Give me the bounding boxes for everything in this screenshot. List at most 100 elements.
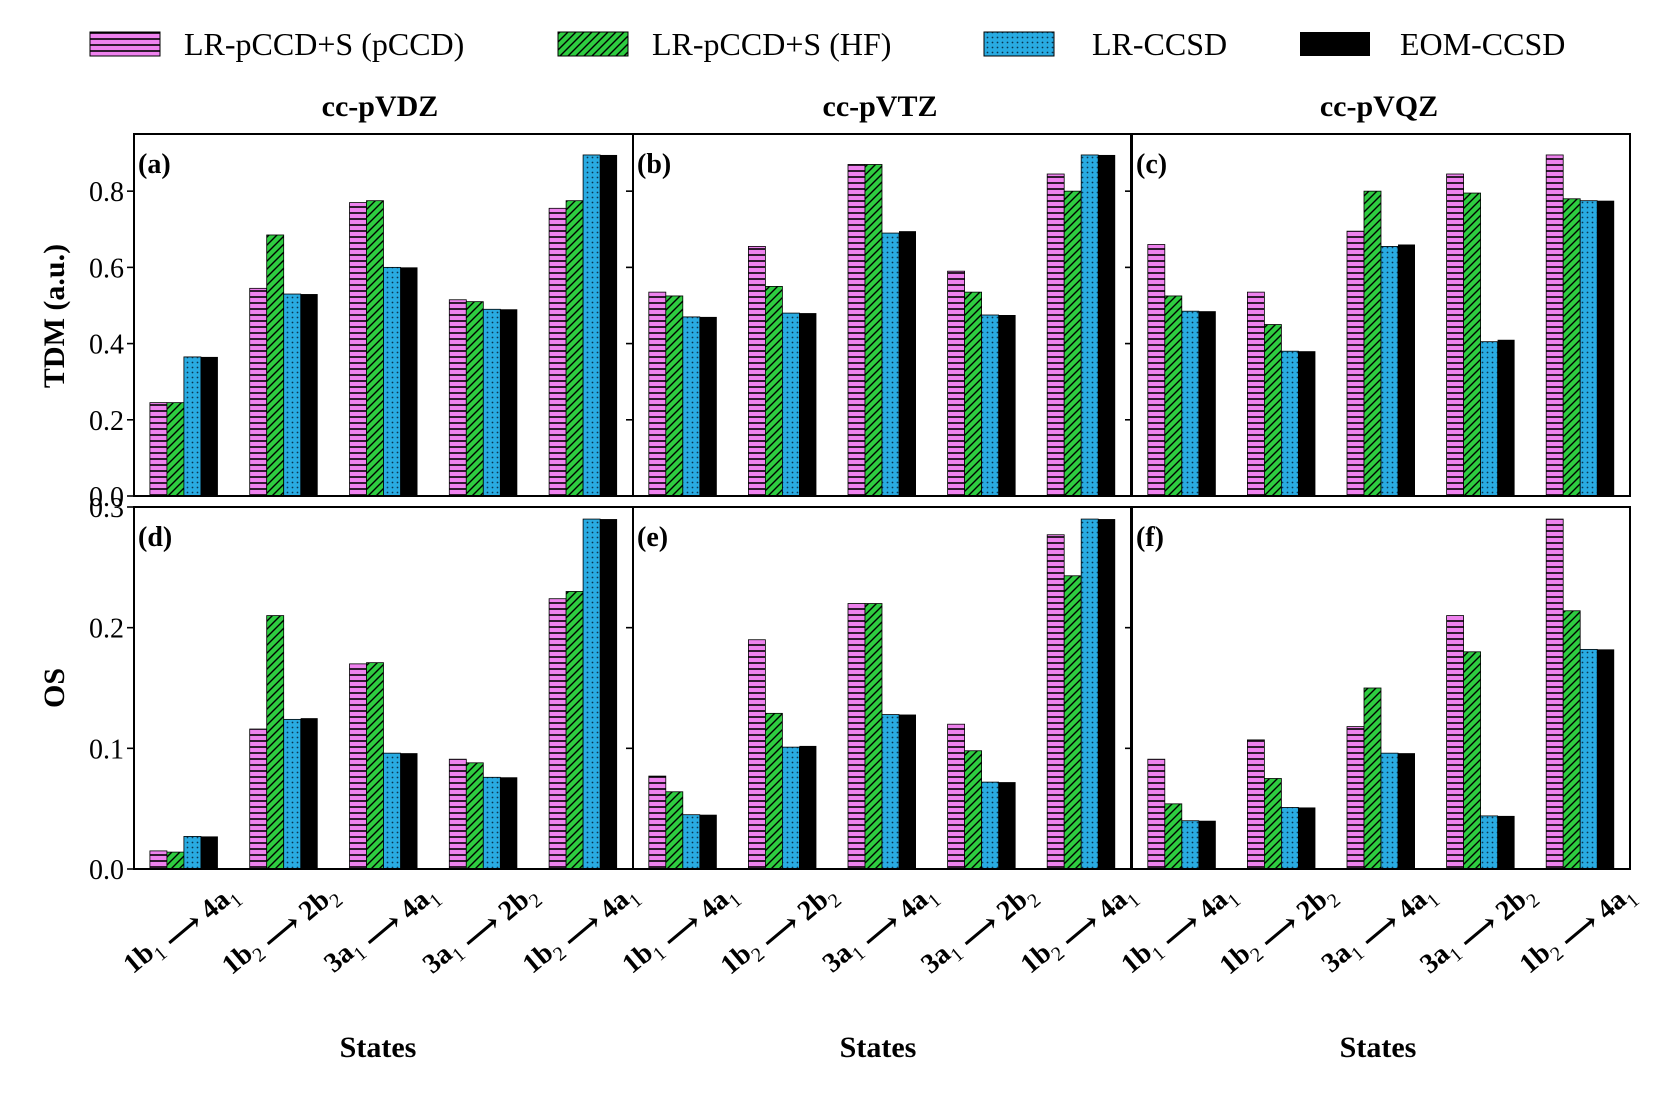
bar-hf-5 bbox=[1063, 190, 1082, 497]
bar-lrccsd-3 bbox=[383, 266, 401, 497]
bar-hf-5 bbox=[565, 591, 584, 870]
bar-lrccsd-2 bbox=[283, 718, 302, 870]
legend-swatch-eomccsd bbox=[1300, 32, 1370, 56]
bar-hf-3 bbox=[864, 603, 883, 870]
bar-pccd-3 bbox=[847, 164, 866, 497]
legend-swatch-hf bbox=[557, 31, 629, 57]
bar-lrccsd-4 bbox=[981, 781, 999, 870]
legend-swatch-pccd bbox=[89, 31, 161, 57]
bar-hf-3 bbox=[366, 662, 384, 870]
bar-pccd-1 bbox=[648, 775, 667, 870]
bar-eomccsd-5 bbox=[600, 154, 618, 497]
bar-lrccsd-2 bbox=[1281, 350, 1299, 497]
category-label: 1b2 ⟶ 4a1 bbox=[1015, 872, 1145, 991]
bar-lrccsd-5 bbox=[1080, 154, 1099, 497]
legend-item-hf: LR-pCCD+S (HF) bbox=[557, 26, 891, 62]
bar-lrccsd-1 bbox=[1181, 310, 1200, 497]
column-title-vtz: cc-pVTZ bbox=[823, 90, 938, 123]
ylabel-tdm: TDM (a.u.) bbox=[38, 244, 71, 388]
bar-hf-4 bbox=[964, 291, 982, 497]
bar-eomccsd-1 bbox=[200, 836, 218, 869]
bar-eomccsd-3 bbox=[899, 231, 916, 496]
bar-pccd-4 bbox=[448, 758, 467, 870]
legend-item-pccd: LR-pCCD+S (pCCD) bbox=[89, 26, 464, 62]
axes-frame bbox=[1131, 506, 1631, 870]
bar-lrccsd-4 bbox=[1480, 341, 1498, 497]
bar-pccd-1 bbox=[149, 850, 168, 870]
legend-swatch-lrccsd bbox=[983, 31, 1055, 57]
bar-eomccsd-4 bbox=[1497, 815, 1515, 869]
bar-lrccsd-3 bbox=[1380, 246, 1399, 497]
bar-eomccsd-1 bbox=[699, 814, 717, 869]
bar-hf-4 bbox=[964, 750, 982, 870]
bar-pccd-5 bbox=[1545, 154, 1564, 497]
bar-hf-5 bbox=[565, 200, 584, 497]
category-label: 3a1 ⟶ 2b2 bbox=[417, 872, 547, 991]
bar-pccd-3 bbox=[1346, 726, 1365, 870]
category-label: 1b1 ⟶ 4a1 bbox=[118, 872, 248, 991]
xlabel-states-vdz: States bbox=[340, 1031, 417, 1064]
bar-lrccsd-4 bbox=[1480, 815, 1498, 870]
bar-lrccsd-5 bbox=[1080, 518, 1099, 870]
bar-hf-3 bbox=[864, 164, 883, 497]
bar-pccd-5 bbox=[548, 598, 567, 870]
category-label: 3a1 ⟶ 2b2 bbox=[1414, 872, 1544, 991]
panel-e: (e) bbox=[626, 506, 1132, 870]
column-title-vdz: cc-pVDZ bbox=[322, 90, 439, 123]
legend-item-eomccsd: EOM-CCSD bbox=[1300, 26, 1565, 62]
legend-label-pccd: LR-pCCD+S (pCCD) bbox=[184, 26, 464, 62]
category-label: 3a1 ⟶ 4a1 bbox=[817, 872, 946, 990]
bar-pccd-2 bbox=[249, 287, 268, 497]
bar-pccd-3 bbox=[349, 202, 367, 497]
bar-pccd-4 bbox=[1446, 173, 1464, 497]
bar-lrccsd-1 bbox=[682, 316, 701, 497]
bar-pccd-2 bbox=[1247, 291, 1265, 497]
legend-item-lrccsd: LR-CCSD bbox=[983, 26, 1227, 62]
y-tick-label: 0.8 bbox=[89, 177, 124, 208]
category-label: 3a1 ⟶ 4a1 bbox=[1316, 872, 1445, 990]
bar-hf-2 bbox=[266, 615, 285, 870]
bar-lrccsd-3 bbox=[383, 752, 401, 870]
panel-tag: (d) bbox=[138, 522, 172, 553]
legend-label-lrccsd: LR-CCSD bbox=[1092, 26, 1227, 62]
bar-eomccsd-5 bbox=[1098, 519, 1116, 869]
bar-hf-5 bbox=[1562, 198, 1581, 497]
legend-label-hf: LR-pCCD+S (HF) bbox=[652, 26, 891, 62]
bar-pccd-4 bbox=[947, 723, 965, 870]
y-tick-label: 0.2 bbox=[89, 614, 124, 645]
bar-pccd-1 bbox=[648, 291, 667, 497]
bar-eomccsd-4 bbox=[500, 309, 518, 496]
bar-hf-1 bbox=[166, 851, 185, 870]
bar-eomccsd-3 bbox=[400, 753, 418, 869]
bar-pccd-2 bbox=[1247, 739, 1265, 870]
bar-pccd-1 bbox=[1147, 244, 1166, 497]
panel-b: (b) bbox=[626, 133, 1132, 497]
bar-lrccsd-4 bbox=[482, 308, 501, 497]
panel-tag: (a) bbox=[138, 149, 171, 180]
bar-lrccsd-1 bbox=[183, 836, 202, 870]
panel-tag: (f) bbox=[1136, 522, 1164, 553]
bar-lrccsd-1 bbox=[183, 356, 202, 497]
y-tick-label: 0.6 bbox=[89, 253, 124, 284]
y-tick-label: 0.3 bbox=[89, 493, 124, 524]
bar-pccd-3 bbox=[349, 663, 367, 870]
bar-hf-1 bbox=[1164, 803, 1183, 870]
y-tick-label: 0.4 bbox=[89, 330, 124, 361]
y-tick-label: 0.2 bbox=[89, 406, 124, 437]
bar-pccd-2 bbox=[748, 246, 766, 497]
bar-lrccsd-2 bbox=[1281, 807, 1299, 870]
bar-eomccsd-4 bbox=[1497, 339, 1515, 496]
legend: LR-pCCD+S (pCCD) LR-pCCD+S (HF) LR-CCSD … bbox=[89, 26, 1565, 62]
bar-hf-4 bbox=[1463, 651, 1481, 870]
bar-eomccsd-2 bbox=[300, 294, 318, 496]
y-tick-label: 0.1 bbox=[89, 734, 124, 765]
bar-pccd-5 bbox=[548, 207, 567, 497]
bar-eomccsd-5 bbox=[600, 519, 618, 869]
bar-lrccsd-3 bbox=[1380, 752, 1399, 870]
category-label: 3a1 ⟶ 2b2 bbox=[915, 872, 1045, 991]
bar-hf-2 bbox=[765, 286, 783, 497]
bar-lrccsd-2 bbox=[283, 293, 302, 497]
panel-tag: (e) bbox=[637, 522, 668, 553]
bar-lrccsd-1 bbox=[682, 814, 701, 870]
